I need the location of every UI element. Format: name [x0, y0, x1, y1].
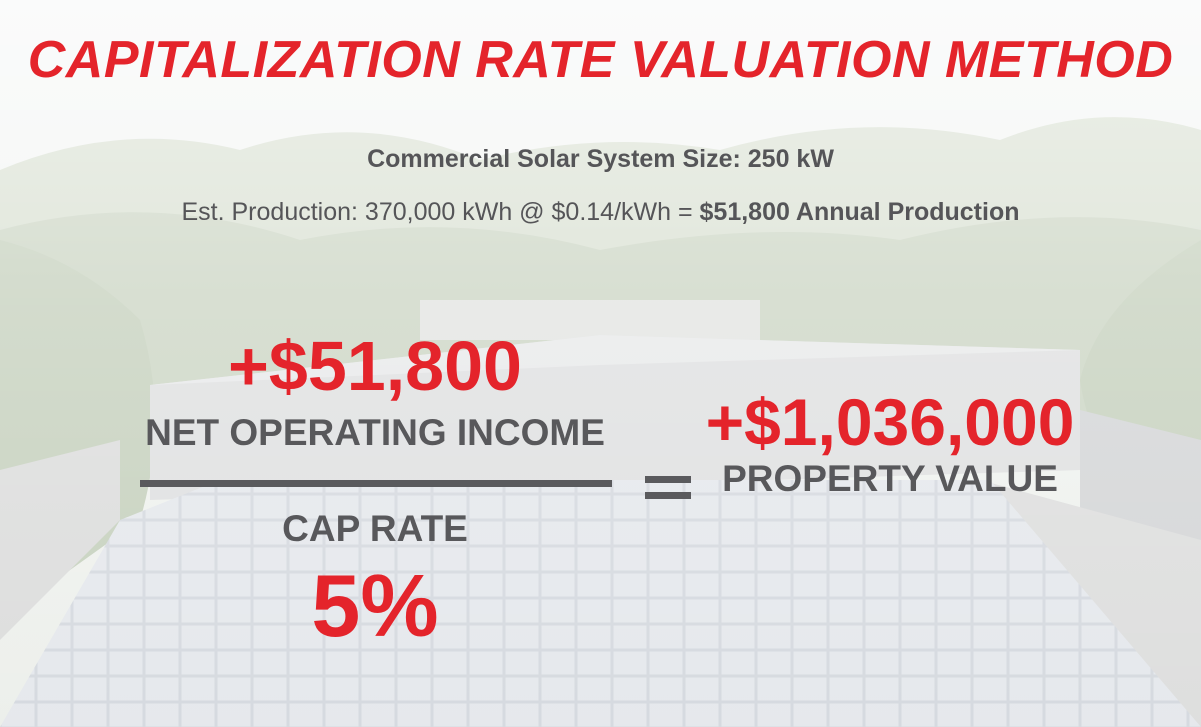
fraction-bar	[140, 480, 612, 487]
cap-rate-label: CAP RATE	[282, 508, 468, 549]
equals-sign-icon	[645, 476, 691, 508]
production-prefix: Est. Production: 370,000 kWh @ $0.14/kWh…	[181, 198, 700, 226]
noi-label: NET OPERATING INCOME	[145, 412, 605, 453]
production-highlight: $51,800 Annual Production	[699, 198, 1020, 226]
noi-value: +$51,800	[228, 327, 522, 405]
system-size-text: Commercial Solar System Size: 250 kW	[367, 145, 834, 173]
property-value-amount: +$1,036,000	[705, 385, 1075, 459]
property-value-label: PROPERTY VALUE	[722, 458, 1058, 499]
cap-rate-value: 5%	[311, 556, 439, 655]
page-title: CAPITALIZATION RATE VALUATION METHOD	[27, 31, 1174, 89]
production-text: Est. Production: 370,000 kWh @ $0.14/kWh…	[0, 198, 1201, 227]
